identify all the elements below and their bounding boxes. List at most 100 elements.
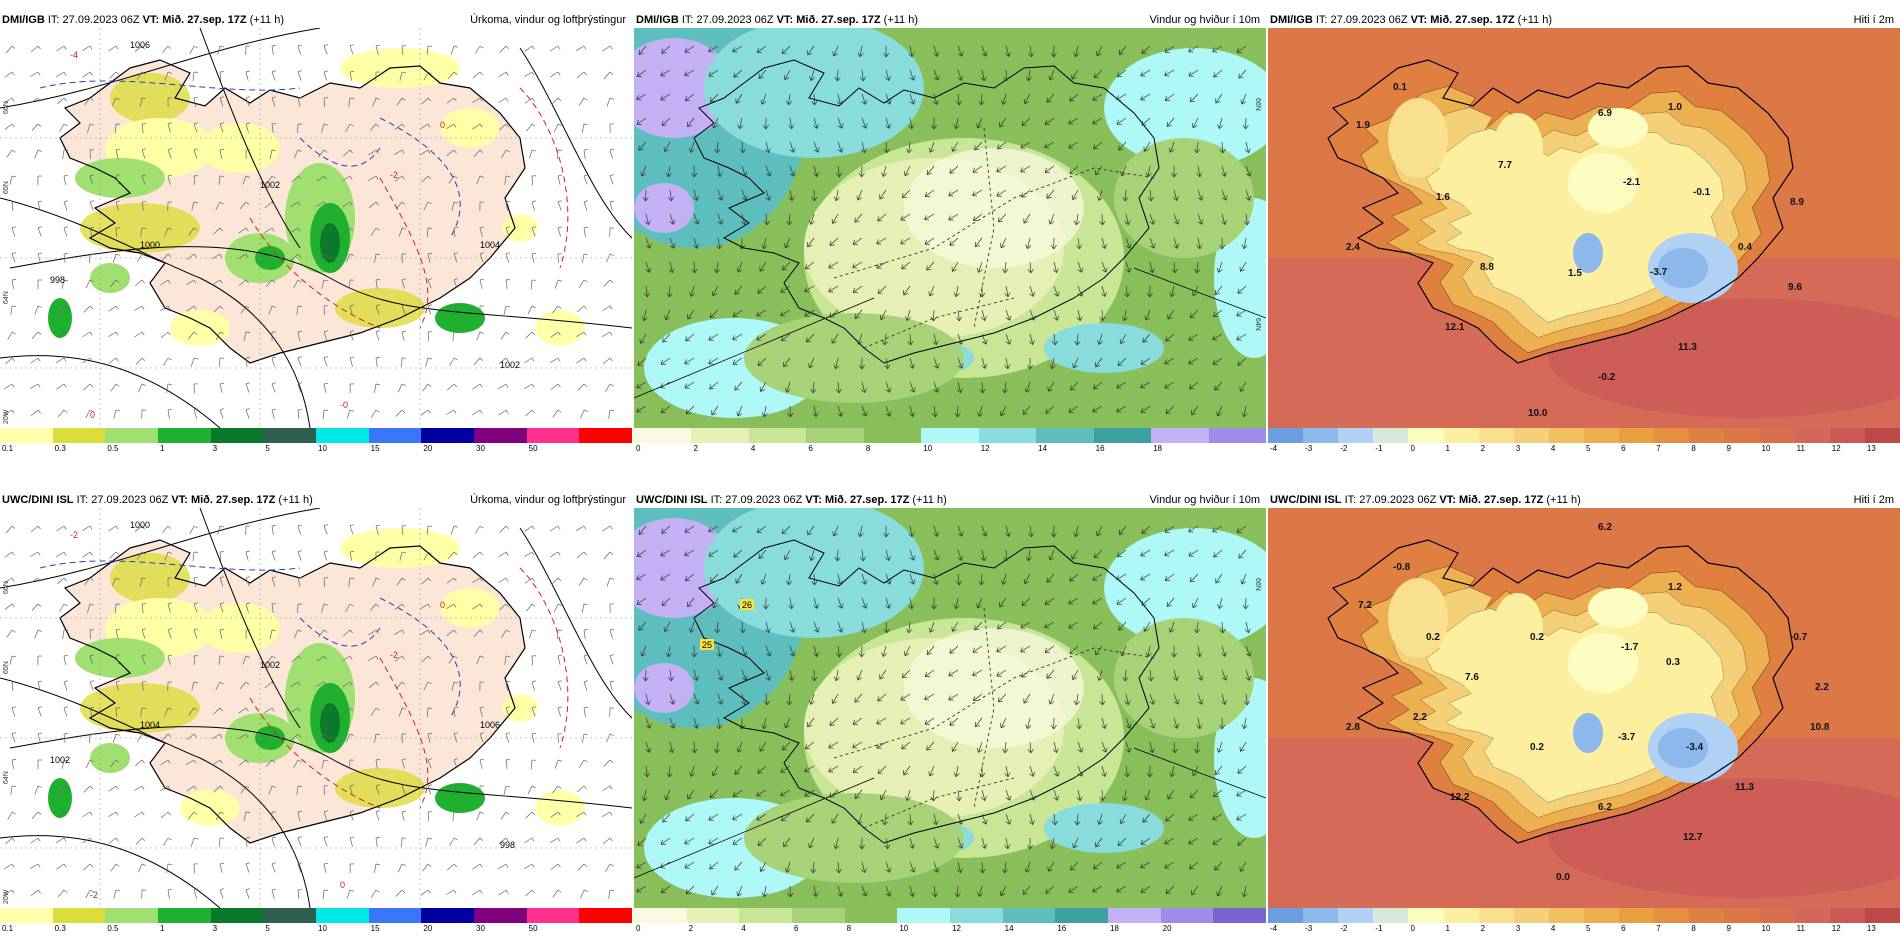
scale-swatch <box>1654 428 1689 443</box>
model-name: DMI/IGB <box>1270 14 1313 26</box>
scale-tick-label: 30 <box>476 444 485 453</box>
temperature-value: 11.3 <box>1678 342 1697 353</box>
axis-label: 20W <box>3 409 10 424</box>
scale-swatch <box>579 908 632 923</box>
scale-tick-label: 50 <box>529 924 538 933</box>
scale-swatch <box>105 908 158 923</box>
scale-tick-label: 2 <box>1481 444 1485 453</box>
temperature-value: 0.0 <box>1556 872 1570 883</box>
scale-tick-label: 0 <box>636 444 640 453</box>
valid-time: Mið. 27.sep. 17Z <box>1459 494 1543 506</box>
scale-tick-label: 1 <box>1446 444 1450 453</box>
scale-tick-label: 16 <box>1096 444 1105 453</box>
temperature-value: -1.7 <box>1621 642 1639 653</box>
scale-tick-label: 14 <box>1038 444 1047 453</box>
scale-swatch <box>1760 908 1795 923</box>
gust-label: 25 <box>702 640 712 650</box>
scale-tick-label: 4 <box>751 444 755 453</box>
scale-swatch <box>1584 908 1619 923</box>
model-name: UWC/DINI ISL <box>2 494 74 506</box>
scale-tick-label: -3 <box>1305 924 1312 933</box>
color-scale <box>634 908 1266 923</box>
temperature-value: 0.3 <box>1666 657 1680 668</box>
scale-swatch <box>1724 908 1759 923</box>
it-label: IT: <box>1316 14 1328 26</box>
field-title: Úrkoma, vindur og loftþrýstingur <box>470 492 626 508</box>
scale-tick-label: 4 <box>1551 444 1555 453</box>
scale-swatch <box>1055 908 1108 923</box>
scale-swatch <box>1549 428 1584 443</box>
precip-map: 10061002100099810041002-4-200-066N65N64N… <box>0 28 632 428</box>
temperature-value: 10.8 <box>1810 722 1830 733</box>
vt-label: VT: <box>171 494 188 506</box>
init-time: 27.09.2023 06Z <box>725 494 802 506</box>
scale-tick-label: -2 <box>1340 924 1347 933</box>
temperature-value: 1.5 <box>1568 268 1582 279</box>
scale-swatch <box>1213 908 1266 923</box>
scale-tick-label: 13 <box>1867 444 1876 453</box>
scale-swatch <box>691 428 748 443</box>
temperature-value: 2.2 <box>1413 712 1427 723</box>
scale-tick-label: 2 <box>689 924 693 933</box>
map-panel-p4: UWC/DINI ISL IT: 27.09.2023 06Z VT: Mið.… <box>0 492 632 952</box>
panel-header: DMI/IGB IT: 27.09.2023 06Z VT: Mið. 27.s… <box>1268 12 1900 28</box>
color-scale <box>0 908 632 923</box>
scale-tick-label: 50 <box>529 444 538 453</box>
scale-swatch <box>1479 428 1514 443</box>
scale-swatch <box>158 908 211 923</box>
scale-swatch <box>316 908 369 923</box>
scale-tick-label: 15 <box>371 444 380 453</box>
scale-swatch <box>1865 428 1900 443</box>
field-title: Vindur og hviður í 10m <box>1150 12 1260 28</box>
panel-run-info: DMI/IGB IT: 27.09.2023 06Z VT: Mið. 27.s… <box>1270 12 1552 28</box>
scale-swatch <box>1209 428 1266 443</box>
contour-label: -2 <box>390 650 398 660</box>
scale-tick-label: 4 <box>1551 924 1555 933</box>
field-title: Úrkoma, vindur og loftþrýstingur <box>470 12 626 28</box>
temperature-value: 0.1 <box>1393 82 1407 93</box>
scale-swatch <box>864 428 921 443</box>
scale-swatch <box>421 428 474 443</box>
scale-tick-label: 20 <box>423 444 432 453</box>
init-time: 27.09.2023 06Z <box>63 14 140 26</box>
it-label: IT: <box>48 14 60 26</box>
scale-swatch <box>1444 428 1479 443</box>
scale-tick-label: 6 <box>1621 924 1625 933</box>
scale-swatch <box>0 428 53 443</box>
scale-tick-label: 0.5 <box>107 444 118 453</box>
contour-label: -4 <box>70 50 78 60</box>
contour-label: 1006 <box>480 720 500 730</box>
map-panel-p6: UWC/DINI ISL IT: 27.09.2023 06Z VT: Mið.… <box>1268 492 1900 952</box>
scale-tick-label: 20 <box>1163 924 1172 933</box>
scale-tick-label: 6 <box>808 444 812 453</box>
scale-tick-label: 9 <box>1726 924 1730 933</box>
init-time: 27.09.2023 06Z <box>1359 494 1436 506</box>
scale-swatch <box>1303 428 1338 443</box>
scale-swatch <box>1444 908 1479 923</box>
temperature-value: 8.9 <box>1790 197 1804 208</box>
scale-swatch <box>474 428 527 443</box>
temperature-value: 1.9 <box>1356 120 1370 131</box>
axis-label: 66N <box>1254 578 1261 591</box>
scale-swatch <box>263 908 316 923</box>
scale-tick-label: 0.1 <box>2 924 13 933</box>
temperature-value: 12.1 <box>1445 322 1465 333</box>
scale-swatch <box>1479 908 1514 923</box>
temperature-value: 7.6 <box>1465 672 1479 683</box>
panel-header: UWC/DINI ISL IT: 27.09.2023 06Z VT: Mið.… <box>634 492 1266 508</box>
temperature-value: -3.4 <box>1686 742 1704 753</box>
axis-label: 65N <box>3 661 10 674</box>
temperature-value: -0.8 <box>1393 562 1411 573</box>
scale-tick-label: 10 <box>1762 444 1771 453</box>
scale-swatch <box>211 908 264 923</box>
axis-label: 66N <box>1254 98 1261 111</box>
temperature-value: -3.7 <box>1618 732 1636 743</box>
scale-swatch <box>687 908 740 923</box>
it-label: IT: <box>682 14 694 26</box>
color-scale <box>0 428 632 443</box>
temperature-value: 7.7 <box>1498 160 1512 171</box>
